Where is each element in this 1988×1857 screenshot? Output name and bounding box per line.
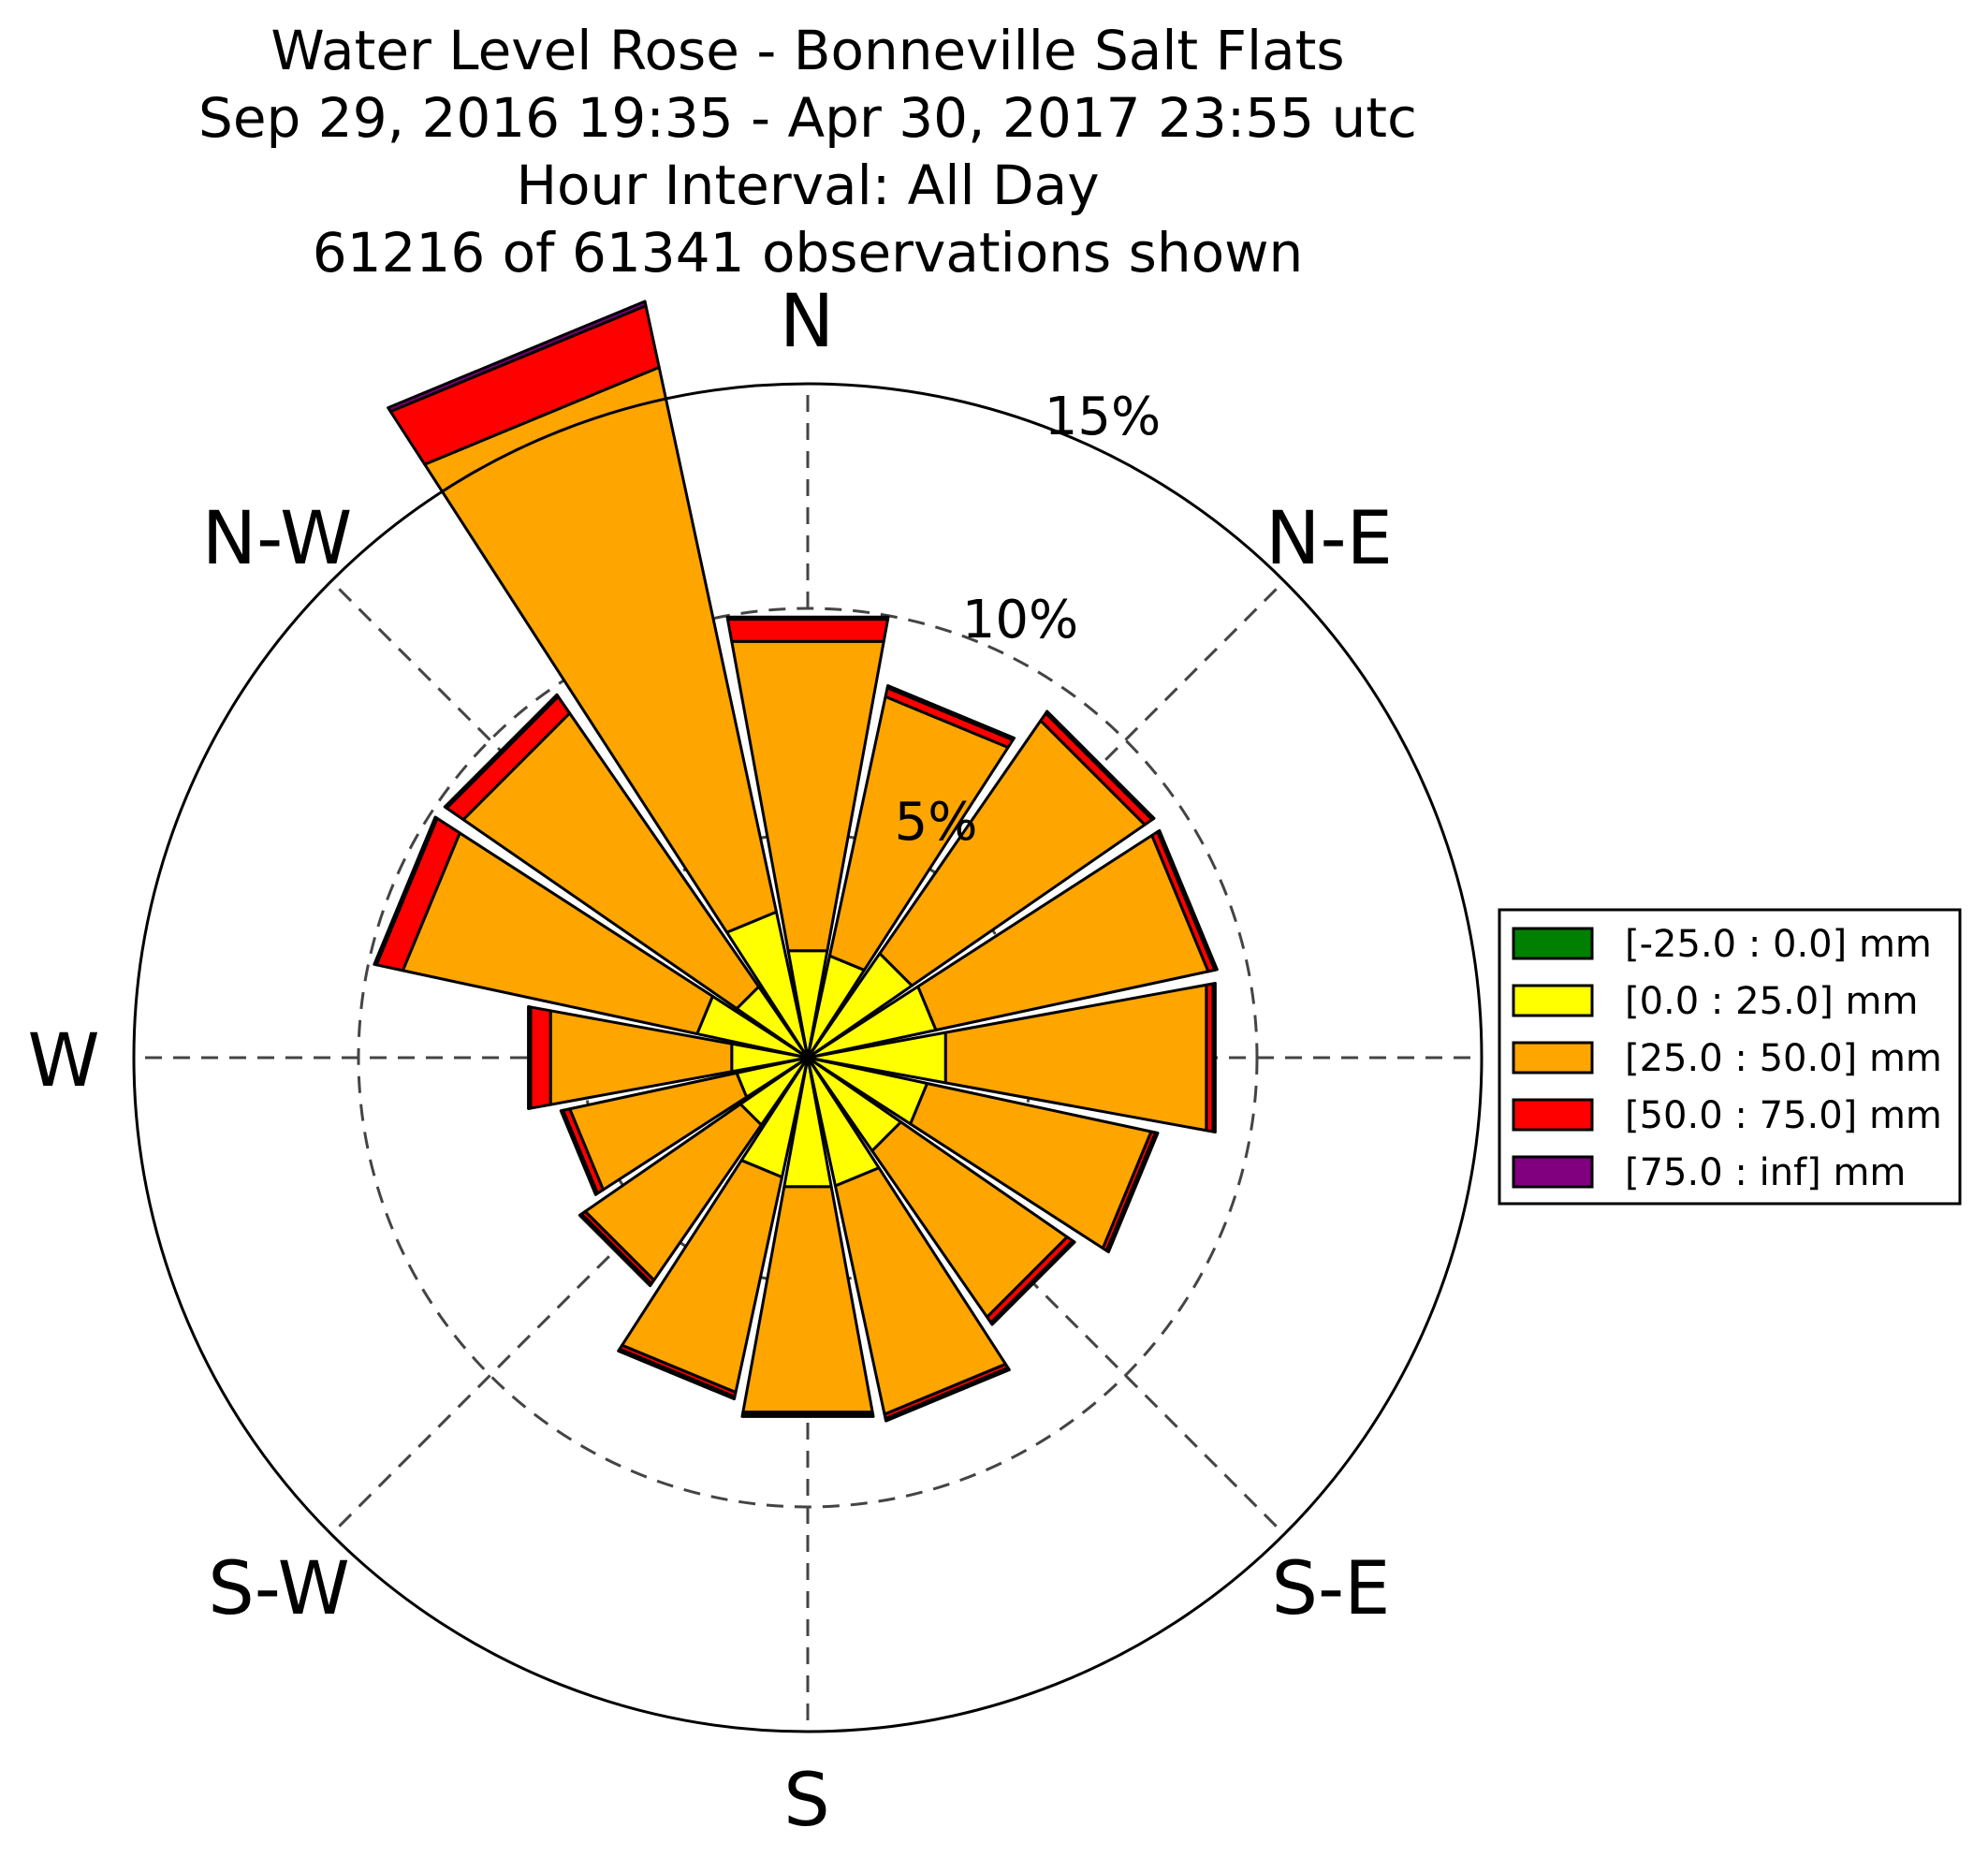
- title-line-3: Hour Interval: All Day: [516, 154, 1099, 217]
- legend-entry: [75.0 : inf] mm: [1625, 1151, 1906, 1194]
- rose-bar-segment: [527, 1005, 533, 1110]
- legend-swatch: [1512, 984, 1594, 1017]
- ring-label: 5%: [895, 792, 978, 853]
- direction-label: N: [780, 280, 834, 364]
- legend-swatch: [1512, 927, 1594, 960]
- chart-title: Water Level Rose - Bonneville Salt Flats…: [198, 19, 1417, 285]
- rose-bar-segment: [387, 300, 648, 414]
- title-line-1: Water Level Rose - Bonneville Salt Flats: [270, 19, 1344, 82]
- legend-swatch: [1512, 1098, 1594, 1132]
- rose-bar-segment: [617, 1347, 737, 1401]
- legend-entry: [0.0 : 25.0] mm: [1625, 980, 1918, 1023]
- rose-bar-segment: [577, 1212, 653, 1288]
- ring-label: 10%: [962, 590, 1078, 651]
- legend-entry: [25.0 : 50.0] mm: [1625, 1037, 1942, 1080]
- legend-entry: [-25.0 : 0.0] mm: [1625, 923, 1932, 966]
- rose-bar-segment: [1104, 1131, 1160, 1254]
- direction-labels: N N-E S-E S S-W W N-W: [27, 280, 1392, 1843]
- rose-bar-segment: [725, 618, 890, 643]
- direction-label: S-E: [1272, 1547, 1391, 1631]
- grid-ring: [357, 607, 1259, 1509]
- rose-bar-segment: [529, 1005, 552, 1110]
- rose-bar-segment: [1156, 828, 1219, 972]
- rose-bar-segment: [373, 815, 439, 967]
- legend: [-25.0 : 0.0] mm [0.0 : 25.0] mm [25.0 : 5…: [1498, 908, 1962, 1206]
- title-line-2: Sep 29, 2016 19:35 - Apr 30, 2017 23:55 …: [198, 86, 1417, 150]
- rose-bar-segment: [559, 1108, 599, 1196]
- rose-bars: [373, 300, 1219, 1423]
- direction-label: N-E: [1265, 497, 1393, 581]
- legend-swatch: [1512, 1041, 1594, 1075]
- ring-labels: 5% 10% 15%: [895, 387, 1162, 853]
- direction-label: W: [27, 1019, 99, 1104]
- title-line-4: 61216 of 61341 observations shown: [313, 221, 1304, 285]
- rose-bar-segment: [885, 684, 1016, 741]
- direction-label: S-W: [208, 1547, 350, 1631]
- rose-bar-segment: [989, 1239, 1076, 1326]
- outer-circle: [132, 382, 1484, 1733]
- rose-bar-segment: [740, 1412, 875, 1418]
- direction-label: N-W: [202, 497, 352, 581]
- ring-label: 15%: [1045, 387, 1161, 447]
- rose-bar-segment: [725, 615, 890, 621]
- rose-bar-segment: [443, 693, 560, 810]
- rose-bar-segment: [1044, 709, 1156, 822]
- outer-frame: [132, 382, 1484, 1733]
- legend-swatch: [1512, 1155, 1594, 1189]
- legend-entry: [50.0 : 75.0] mm: [1625, 1094, 1942, 1137]
- rose-bar-segment: [884, 1366, 1011, 1423]
- direction-label: S: [783, 1759, 830, 1843]
- rose-bar-segment: [1211, 981, 1217, 1134]
